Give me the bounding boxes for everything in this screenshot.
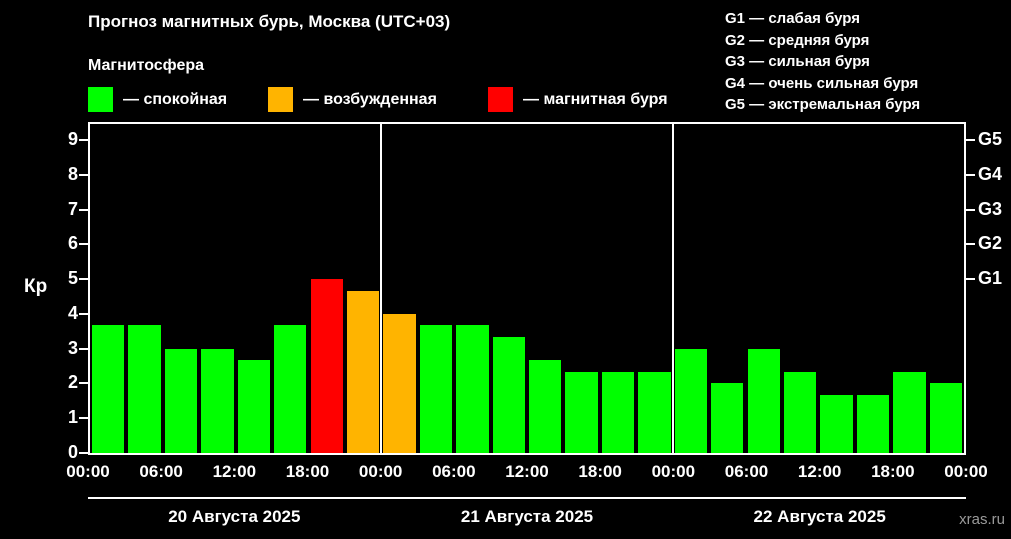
x-tick-label: 18:00 xyxy=(285,462,330,481)
kp-bar xyxy=(893,371,926,453)
g-tick-label: G1 xyxy=(978,268,1003,289)
g-tick-label: G5 xyxy=(978,129,1003,149)
y-tick-mark xyxy=(79,278,88,281)
y-tick-label: 6 xyxy=(67,233,78,254)
y-tick-mark xyxy=(79,208,88,211)
y-tick-label: 5 xyxy=(67,268,78,289)
kp-bar xyxy=(310,279,343,453)
legend-item-excited: — возбужденная xyxy=(268,87,437,112)
kp-bar xyxy=(419,325,453,453)
x-tick-label: 00:00 xyxy=(651,462,696,481)
g-tick-mark xyxy=(966,243,975,246)
kp-bar xyxy=(529,360,562,453)
x-tick-label: 18:00 xyxy=(871,462,915,481)
day-separator xyxy=(380,124,383,453)
g-scale-line-5: G5 — экстремальная буря xyxy=(725,96,921,113)
kp-bar xyxy=(783,371,817,453)
kp-bar xyxy=(638,371,671,453)
legend-swatch-storm xyxy=(488,87,513,112)
day-separator xyxy=(671,124,674,453)
g-scale-line-4: G4 — очень сильная буря xyxy=(725,74,919,92)
y-tick-label: 7 xyxy=(67,198,78,219)
kp-bar xyxy=(237,360,271,453)
kp-bar xyxy=(92,325,125,453)
g-tick-mark xyxy=(966,208,975,211)
x-tick-label: 18:00 xyxy=(578,462,622,481)
kp-bar xyxy=(601,371,635,453)
legend-swatch-quiet xyxy=(88,87,113,112)
g-tick-label: G3 xyxy=(978,198,1003,219)
day-label: 22 Августа 2025 xyxy=(753,507,886,526)
x-tick-label: 00:00 xyxy=(66,462,110,481)
y-tick-mark xyxy=(79,312,88,315)
x-tick-label: 12:00 xyxy=(505,462,549,481)
y-tick-label: 9 xyxy=(67,129,78,149)
kp-bar xyxy=(820,394,853,453)
y-tick-label: 8 xyxy=(67,163,78,184)
kp-bar xyxy=(456,325,489,453)
x-tick-label: 06:00 xyxy=(724,462,769,481)
watermark: xras.ru xyxy=(959,511,1005,528)
g-scale-legend: G1 — слабая буря G2 — средняя буря G3 — си… xyxy=(725,8,920,116)
legend-item-quiet: — спокойная xyxy=(88,87,227,112)
g-tick-label: G2 xyxy=(978,233,1003,254)
y-tick-label: 4 xyxy=(67,302,78,323)
footer-divider xyxy=(88,497,966,499)
x-tick-label: 00:00 xyxy=(944,462,988,481)
x-tick-label: 12:00 xyxy=(212,462,257,481)
kp-bar xyxy=(201,348,234,453)
g-tick-mark xyxy=(966,139,975,141)
legend-label-storm: — магнитная буря xyxy=(523,90,668,108)
legend-swatch-excited xyxy=(268,87,293,112)
kp-bar xyxy=(565,371,598,453)
y-tick-mark xyxy=(79,452,88,454)
kp-bar xyxy=(164,348,198,453)
g-scale-line-2: G2 — средняя буря xyxy=(725,31,870,49)
plot-area xyxy=(88,122,966,455)
y-tick-mark xyxy=(79,243,88,246)
y-tick-mark xyxy=(79,417,88,420)
y-tick-mark xyxy=(79,382,88,385)
g-scale-line-3: G3 — сильная буря xyxy=(725,53,870,70)
day-label: 20 Августа 2025 xyxy=(168,507,301,526)
kp-bar xyxy=(346,290,380,453)
y-tick-label: 1 xyxy=(67,407,78,428)
kp-bar xyxy=(747,348,780,453)
y-tick-mark xyxy=(79,139,88,141)
y-axis-label: Кр xyxy=(24,276,48,297)
x-tick-label: 00:00 xyxy=(358,462,403,481)
x-tick-label: 12:00 xyxy=(797,462,842,481)
page-title: Прогноз магнитных бурь, Москва (UTC+03) xyxy=(88,12,451,31)
kp-bar xyxy=(383,313,416,453)
kp-bar xyxy=(711,383,744,453)
y-tick-label: 2 xyxy=(67,372,78,393)
kp-bar xyxy=(856,394,890,453)
g-tick-mark xyxy=(966,278,975,281)
y-tick-mark xyxy=(79,173,88,176)
g-tick-mark xyxy=(966,173,975,176)
g-scale-line-1: G1 — слабая буря xyxy=(725,10,861,27)
y-tick-label: 0 xyxy=(67,442,78,462)
legend-label-quiet: — спокойная xyxy=(123,90,228,108)
kp-bar xyxy=(492,337,525,453)
g-tick-label: G4 xyxy=(978,163,1003,184)
x-tick-label: 06:00 xyxy=(139,462,183,481)
kp-bar xyxy=(674,348,708,453)
legend-label-excited: — возбужденная xyxy=(303,90,437,108)
day-label: 21 Августа 2025 xyxy=(460,507,594,526)
kp-bar xyxy=(274,325,307,453)
kp-bar xyxy=(128,325,161,453)
chart-subtitle: Магнитосфера xyxy=(88,57,205,74)
y-tick-label: 3 xyxy=(67,337,78,358)
x-tick-label: 06:00 xyxy=(432,462,476,481)
legend-item-storm: — магнитная буря xyxy=(488,87,668,112)
kp-bar xyxy=(929,383,962,453)
y-tick-mark xyxy=(79,347,88,350)
